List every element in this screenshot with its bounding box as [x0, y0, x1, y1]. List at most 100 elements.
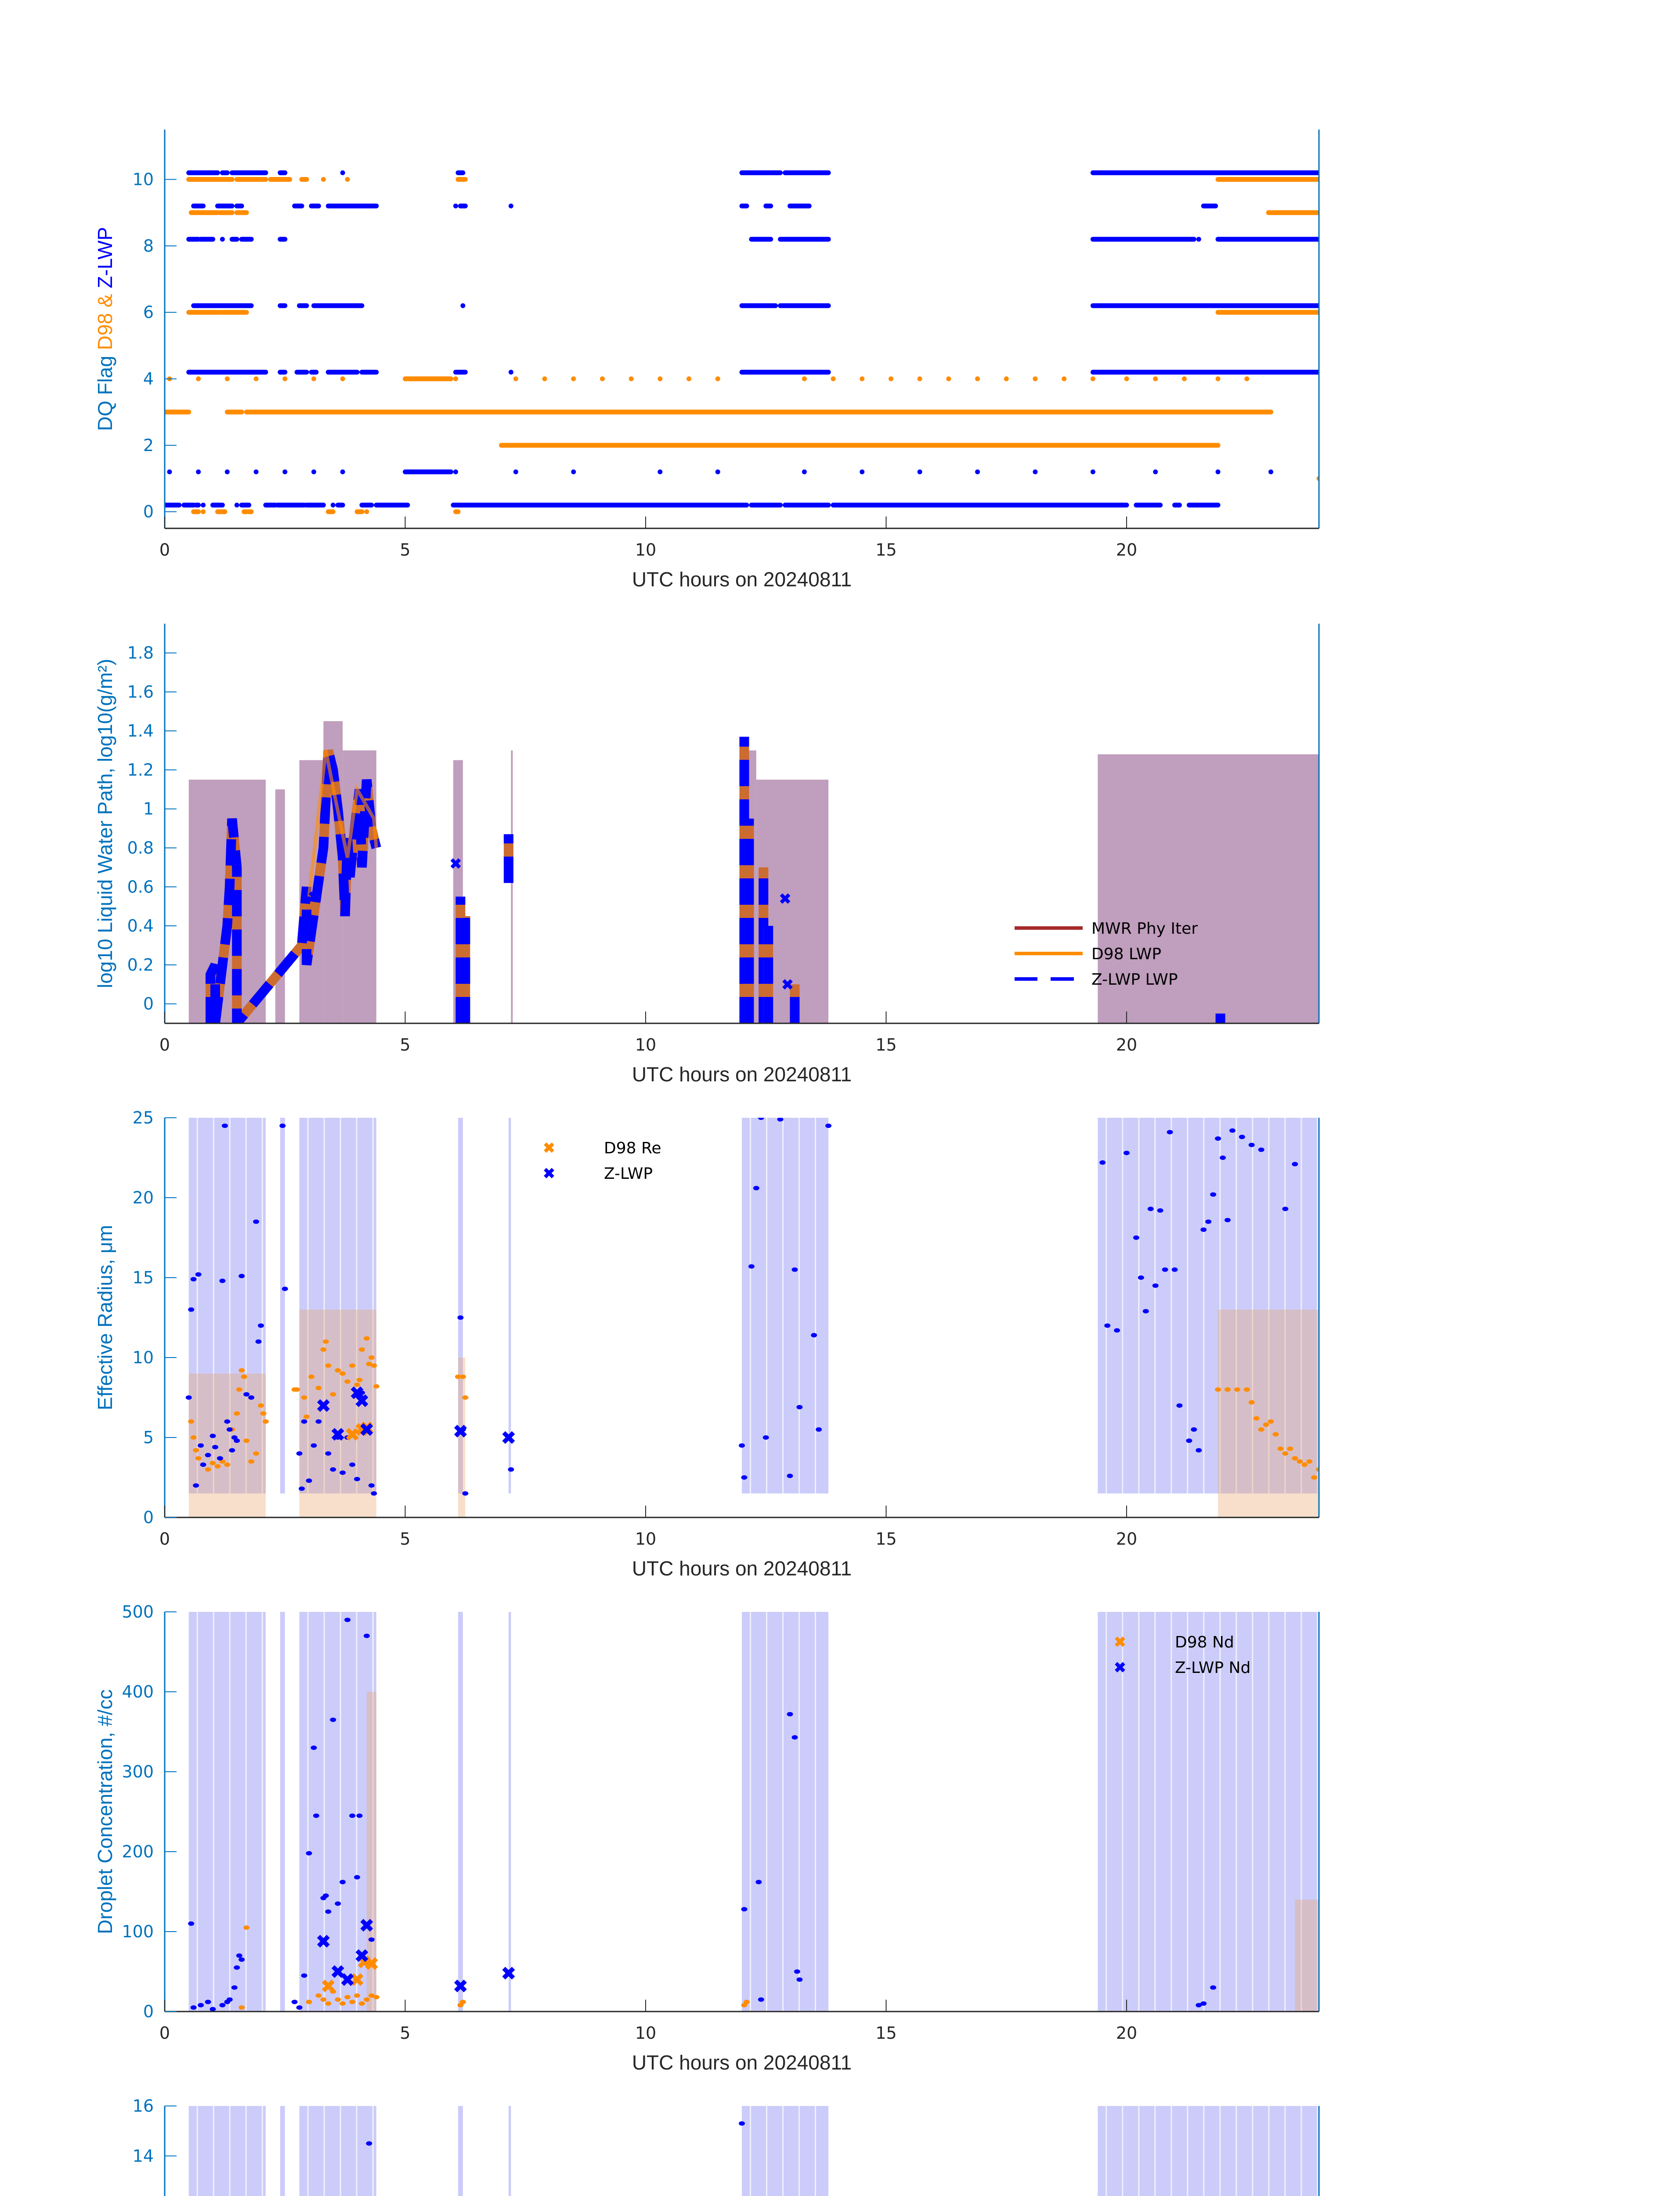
band-gap [815, 1612, 816, 2012]
d98-point [294, 1387, 300, 1392]
band-gap [1317, 2106, 1319, 2196]
zlwp-point [291, 2000, 298, 2005]
d98-point [1248, 1400, 1255, 1405]
zlwp-point [1200, 2001, 1207, 2006]
zlwp-point [741, 1475, 748, 1480]
zlwp-point [311, 1443, 317, 1448]
zlwp-point [210, 1434, 216, 1438]
y-tick-label: 8 [143, 236, 154, 256]
zlwp-x-marker [360, 1918, 373, 1932]
panel-nd: 0 100 200 300 400 500 0 5 10 15 20 UTC hours on 202… [94, 1602, 1320, 2074]
band-gap [356, 2106, 358, 2196]
d98-point [462, 1395, 469, 1400]
x-axis-label: UTC hours on 20240811 [632, 1063, 852, 1086]
zlwp-point [758, 1118, 764, 1120]
band-gap [229, 2106, 231, 2196]
y-axis-label: log10 Liquid Water Path, log10(g/m²) [94, 659, 116, 988]
zlwp-point [325, 1451, 332, 1456]
band-gap [1268, 1118, 1270, 1494]
zlwp-x-marker [454, 1979, 467, 1993]
x-tick-label: 10 [635, 540, 656, 560]
zlwp-point [282, 1286, 288, 1291]
zlwp-point [349, 1813, 356, 1818]
legend: MWR Phy Iter D98 LWP Z-LWP LWP [1015, 920, 1198, 989]
band-gap [798, 1118, 800, 1494]
d98-point [1282, 1451, 1289, 1456]
band-gap [245, 1118, 247, 1494]
zlwp-point [340, 1880, 346, 1885]
legend-label: MWR Phy Iter [1091, 920, 1198, 938]
zlwp-x-marker [355, 1394, 369, 1407]
mwr-uncertainty-band [1098, 754, 1319, 1023]
band-gap [196, 1612, 198, 2012]
zlwp-point [299, 1486, 305, 1491]
zlwp-point [794, 1969, 800, 1974]
zlwp-point [787, 1474, 793, 1478]
d98-point [363, 1997, 370, 2002]
zlwp-point [363, 1633, 370, 1638]
zlwp-point [368, 1937, 375, 1942]
band-gap [1284, 2106, 1286, 2196]
zlwp-point [301, 1419, 307, 1424]
zlwp-point [340, 1470, 346, 1475]
zlwp-point [193, 1483, 199, 1488]
zlwp-point [356, 1813, 363, 1818]
d98-point [1316, 1467, 1319, 1472]
d98-point [205, 1467, 211, 1472]
band-gap [323, 1118, 325, 1494]
x-tick-label: 10 [635, 2023, 656, 2043]
d98-point [1268, 1419, 1274, 1424]
band-gap [1203, 1118, 1205, 1494]
y-tick-label: 1 [143, 799, 154, 819]
d98-point [303, 1414, 310, 1419]
zlwp-point [354, 1875, 360, 1880]
d98-point [238, 2005, 245, 2010]
band-gap [1284, 1118, 1286, 1494]
zlwp-point [462, 1491, 469, 1496]
d98-point [1292, 1456, 1298, 1461]
zlwp-point [217, 1456, 223, 1461]
zlwp-lwp-marker [308, 891, 319, 902]
zlwp-point [1176, 1403, 1183, 1408]
x-tick-label: 0 [159, 1529, 170, 1549]
legend: D98 Re Z-LWP [544, 1139, 661, 1183]
legend-swatch-x-marker [1115, 1662, 1125, 1672]
y-tick-label: 100 [122, 1922, 154, 1941]
zlwp-point [322, 1893, 329, 1898]
d98-point [340, 1371, 346, 1376]
y-tick-label: 10 [133, 170, 154, 189]
zlwp-point [1220, 1156, 1226, 1160]
d98-x-marker [365, 1957, 378, 1970]
band-gap [1171, 1118, 1172, 1494]
band-gap [1154, 1118, 1156, 1494]
d98-point [344, 1379, 351, 1384]
y-tick-label: 300 [122, 1762, 154, 1781]
band-gap [1252, 2106, 1254, 2196]
d98-point [306, 2000, 312, 2005]
zlwp-point [787, 1712, 793, 1716]
d98-lwp-line [307, 750, 378, 897]
y-axis-label-part: D98 & [94, 289, 116, 350]
zlwp-point [457, 1315, 464, 1320]
y-tick-label: 0.2 [127, 955, 154, 975]
band-gap [1301, 1612, 1302, 2012]
d98-point [1224, 1387, 1231, 1392]
zlwp-x-marker [341, 1973, 354, 1986]
d98-point [210, 1461, 216, 1466]
d98-point [1253, 1416, 1260, 1421]
zlwp-point [791, 1267, 798, 1272]
zlwp-point [1114, 1328, 1120, 1333]
zlwp-point [234, 1965, 240, 1970]
zlwp-point [185, 1395, 192, 1400]
zlwp-point [1152, 1283, 1159, 1288]
d98-point [368, 1355, 375, 1360]
band-gap [782, 1612, 784, 2012]
zlwp-point [1282, 1206, 1289, 1211]
zlwp-point [354, 1477, 360, 1481]
zlwp-point [755, 1880, 762, 1885]
band-gap [356, 1612, 358, 2012]
d98-point [1311, 1475, 1318, 1480]
band-gap [1171, 1612, 1172, 2012]
zlwp-point [306, 1478, 312, 1483]
